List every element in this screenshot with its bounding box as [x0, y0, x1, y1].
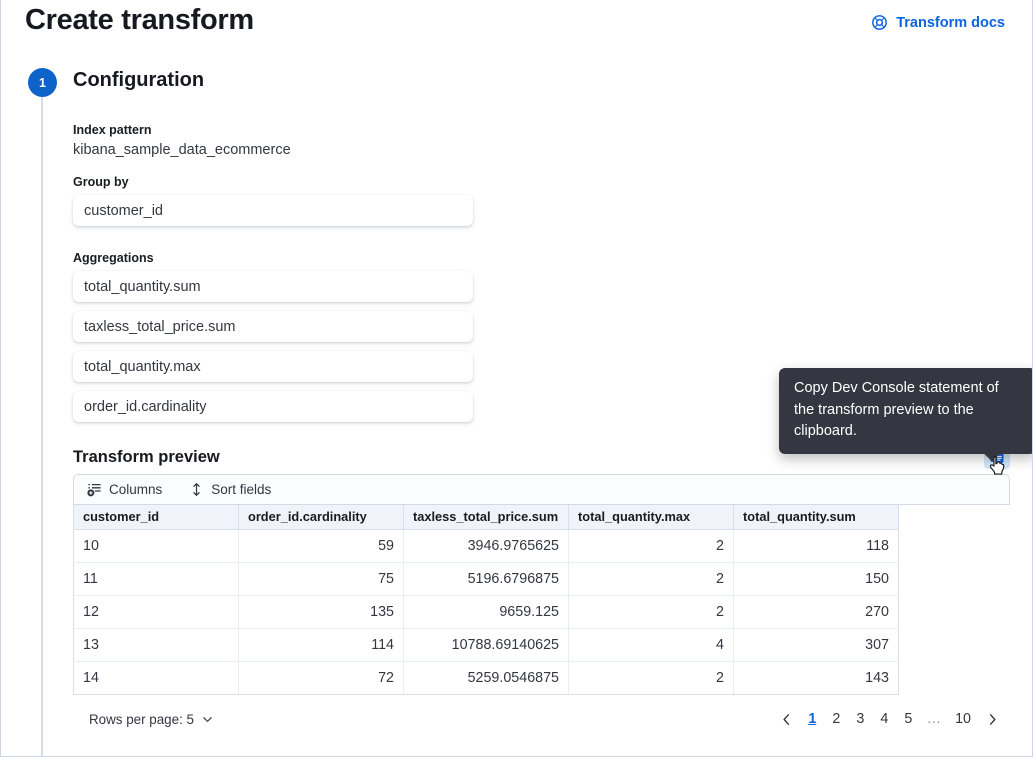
- list-add-icon: [87, 482, 102, 497]
- cell-taxless-total-price-sum: 5196.6796875: [403, 561, 569, 596]
- column-header-total-quantity-sum[interactable]: total_quantity.sum: [733, 505, 899, 530]
- cell-total-quantity-sum: 143: [733, 660, 899, 695]
- column-header-order-id-cardinality[interactable]: order_id.cardinality: [238, 505, 404, 530]
- index-pattern-label: Index pattern: [73, 123, 152, 137]
- page-button-5[interactable]: 5: [901, 709, 916, 729]
- cell-customer-id: 10: [73, 528, 239, 563]
- cell-total-quantity-sum: 270: [733, 594, 899, 629]
- cell-taxless-total-price-sum: 10788.69140625: [403, 627, 569, 662]
- cell-customer-id: 12: [73, 594, 239, 629]
- datagrid-toolbar: Columns Sort fields: [73, 474, 1010, 505]
- sort-fields-button[interactable]: Sort fields: [189, 482, 271, 497]
- column-header-total-quantity-max[interactable]: total_quantity.max: [568, 505, 734, 530]
- step-connector-line: [41, 96, 43, 756]
- aggregation-item[interactable]: order_id.cardinality: [73, 391, 473, 422]
- sort-arrows-icon: [189, 482, 204, 497]
- cell-total-quantity-sum: 150: [733, 561, 899, 596]
- chevron-right-icon: [985, 712, 1000, 727]
- pagination-ellipsis: …: [926, 711, 942, 727]
- configuration-heading: Configuration: [73, 69, 205, 91]
- group-by-label: Group by: [73, 175, 129, 189]
- cell-customer-id: 14: [73, 660, 239, 695]
- cell-total-quantity-max: 4: [568, 627, 734, 662]
- aggregation-item[interactable]: total_quantity.max: [73, 351, 473, 382]
- group-by-item-label: customer_id: [84, 202, 163, 219]
- aggregation-item[interactable]: total_quantity.sum: [73, 271, 473, 302]
- cell-total-quantity-max: 2: [568, 594, 734, 629]
- cell-total-quantity-max: 2: [568, 561, 734, 596]
- step-number-badge: 1: [28, 68, 57, 97]
- group-by-item[interactable]: customer_id: [73, 195, 473, 226]
- chevron-left-icon: [779, 712, 794, 727]
- columns-button[interactable]: Columns: [87, 482, 162, 497]
- cell-customer-id: 11: [73, 561, 239, 596]
- table-row: 10 59 3946.9765625 2 118: [73, 528, 899, 563]
- tooltip-text: Copy Dev Console statement of the transf…: [794, 380, 999, 439]
- documentation-ring-icon: [871, 14, 888, 31]
- aggregation-item-label: total_quantity.sum: [84, 278, 201, 295]
- page-button-3[interactable]: 3: [853, 709, 868, 729]
- index-pattern-value: kibana_sample_data_ecommerce: [73, 142, 291, 158]
- pagination: 1 2 3 4 5 … 10: [777, 709, 1002, 729]
- step-number: 1: [39, 75, 46, 90]
- cell-total-quantity-sum: 307: [733, 627, 899, 662]
- next-page-button[interactable]: [983, 710, 1002, 729]
- table-header-row: customer_id order_id.cardinality taxless…: [73, 505, 899, 530]
- cell-order-id-cardinality: 135: [238, 594, 404, 629]
- cell-total-quantity-sum: 118: [733, 528, 899, 563]
- aggregations-label: Aggregations: [73, 251, 154, 265]
- cell-order-id-cardinality: 59: [238, 528, 404, 563]
- table-row: 13 114 10788.69140625 4 307: [73, 627, 899, 662]
- cell-taxless-total-price-sum: 3946.9765625: [403, 528, 569, 563]
- table-row: 14 72 5259.0546875 2 143: [73, 660, 899, 695]
- cell-order-id-cardinality: 72: [238, 660, 404, 695]
- aggregation-item[interactable]: taxless_total_price.sum: [73, 311, 473, 342]
- rows-per-page-selector[interactable]: Rows per page: 5: [89, 712, 214, 727]
- copy-dev-console-tooltip: Copy Dev Console statement of the transf…: [779, 368, 1032, 461]
- transform-docs-label: Transform docs: [896, 14, 1005, 31]
- rows-per-page-label: Rows per page: 5: [89, 711, 194, 727]
- previous-page-button[interactable]: [777, 710, 796, 729]
- page-button-2[interactable]: 2: [829, 709, 844, 729]
- cell-taxless-total-price-sum: 9659.125: [403, 594, 569, 629]
- cell-total-quantity-max: 2: [568, 528, 734, 563]
- transform-docs-link[interactable]: Transform docs: [871, 14, 1005, 31]
- cell-order-id-cardinality: 114: [238, 627, 404, 662]
- aggregation-item-label: order_id.cardinality: [84, 398, 207, 415]
- cell-order-id-cardinality: 75: [238, 561, 404, 596]
- cell-total-quantity-max: 2: [568, 660, 734, 695]
- sort-fields-button-label: Sort fields: [211, 482, 272, 497]
- table-row: 11 75 5196.6796875 2 150: [73, 561, 899, 596]
- datagrid-footer: Rows per page: 5 1 2 3 4 5 … 10: [73, 702, 1010, 736]
- cell-taxless-total-price-sum: 5259.0546875: [403, 660, 569, 695]
- cell-customer-id: 13: [73, 627, 239, 662]
- table-row: 12 135 9659.125 2 270: [73, 594, 899, 629]
- transform-preview-heading: Transform preview: [73, 448, 220, 466]
- transform-preview-table: customer_id order_id.cardinality taxless…: [73, 505, 899, 695]
- page-button-1[interactable]: 1: [805, 709, 820, 729]
- chevron-down-icon: [201, 713, 214, 726]
- page-button-10[interactable]: 10: [952, 709, 974, 729]
- column-header-taxless-total-price-sum[interactable]: taxless_total_price.sum: [403, 505, 569, 530]
- column-header-customer-id[interactable]: customer_id: [73, 505, 239, 530]
- aggregation-item-label: taxless_total_price.sum: [84, 318, 236, 335]
- columns-button-label: Columns: [109, 482, 163, 497]
- page-title: Create transform: [25, 4, 254, 36]
- page-button-4[interactable]: 4: [877, 709, 892, 729]
- aggregation-item-label: total_quantity.max: [84, 358, 201, 375]
